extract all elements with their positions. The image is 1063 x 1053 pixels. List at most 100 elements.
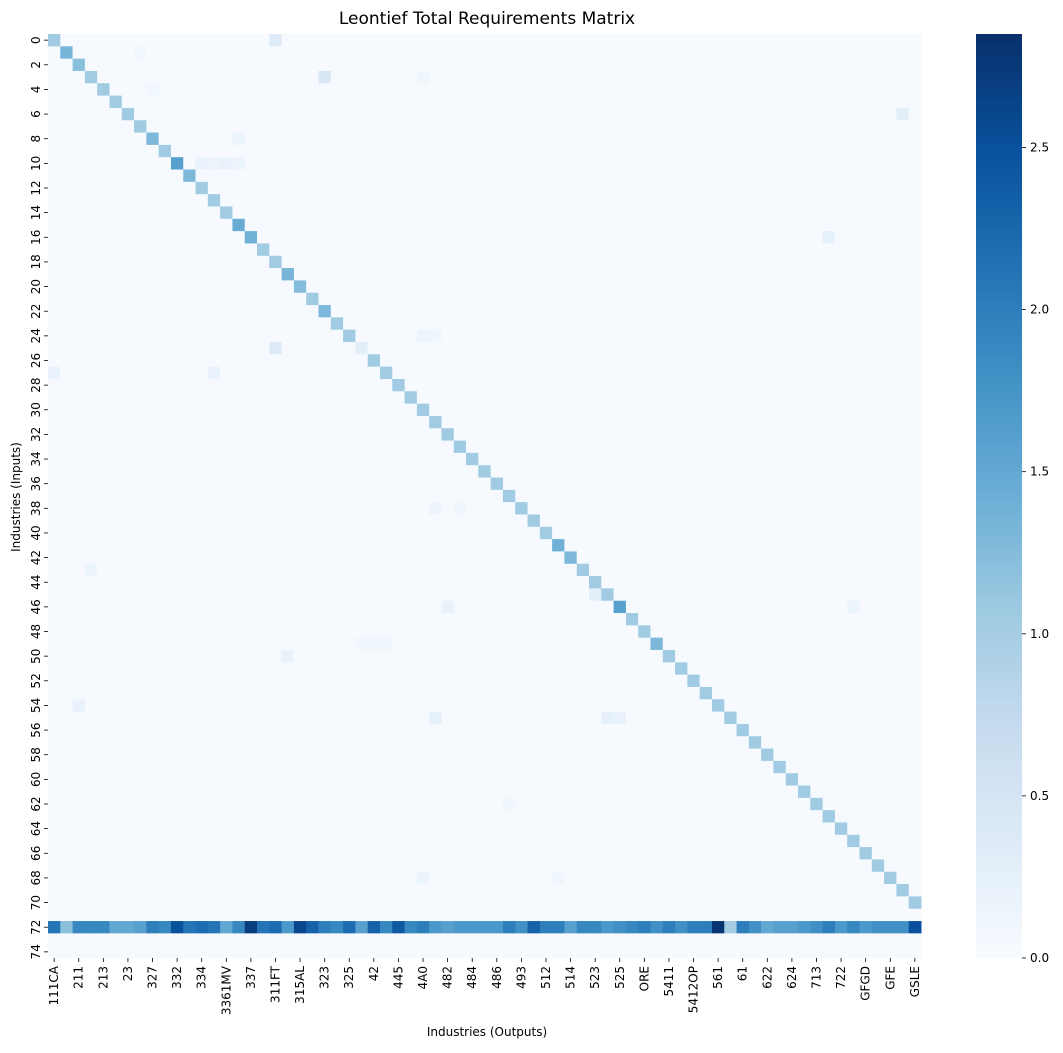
heatmap-cell: [281, 83, 295, 97]
heatmap-cell: [220, 120, 233, 134]
heatmap-cell: [859, 637, 873, 651]
heatmap-cell: [576, 625, 590, 639]
heatmap-cell: [355, 354, 369, 368]
heatmap-cell: [195, 600, 209, 614]
heatmap-cell: [515, 132, 529, 146]
heatmap-cell: [195, 218, 209, 232]
heatmap-cell: [146, 773, 160, 787]
heatmap-cell: [625, 354, 639, 368]
heatmap-cell: [367, 243, 381, 257]
heatmap-cell: [748, 736, 762, 750]
heatmap-cell: [60, 773, 74, 787]
heatmap-cell: [662, 403, 676, 417]
heatmap-cell: [392, 157, 406, 171]
heatmap-cell: [60, 810, 74, 823]
heatmap-cell: [822, 502, 836, 515]
heatmap-cell: [281, 674, 295, 688]
heatmap-cell: [527, 600, 541, 614]
heatmap-cell: [502, 502, 516, 515]
heatmap-cell: [527, 280, 541, 294]
heatmap-cell: [416, 576, 430, 589]
heatmap-cell: [576, 181, 590, 195]
heatmap-cell: [330, 268, 344, 281]
heatmap-cell: [306, 539, 320, 552]
heatmap-cell: [257, 354, 270, 368]
heatmap-cell: [207, 452, 221, 466]
heatmap-cell: [293, 477, 307, 491]
heatmap-cell: [170, 748, 184, 762]
heatmap-cell: [539, 674, 553, 688]
heatmap-cell: [429, 428, 442, 442]
heatmap-cell: [281, 194, 295, 207]
heatmap-cell: [490, 871, 504, 885]
heatmap-cell: [552, 563, 565, 577]
heatmap-cell: [293, 576, 307, 589]
heatmap-cell: [269, 243, 283, 257]
heatmap-cell: [60, 144, 74, 158]
heatmap-cell: [416, 428, 430, 442]
heatmap-cell: [72, 120, 86, 134]
heatmap-cell: [72, 785, 86, 799]
heatmap-cell: [72, 305, 86, 318]
heatmap-cell: [613, 760, 627, 774]
heatmap-cell: [527, 120, 541, 134]
heatmap-cell: [232, 637, 246, 651]
heatmap-cell: [48, 58, 61, 72]
heatmap-cell: [60, 305, 74, 318]
heatmap-cell: [675, 563, 688, 577]
heatmap-cell: [859, 748, 873, 762]
heatmap-cell: [613, 46, 627, 60]
heatmap-cell: [466, 428, 479, 442]
heatmap-cell: [220, 859, 233, 873]
heatmap-cell: [564, 502, 578, 515]
heatmap-cell: [502, 884, 516, 897]
heatmap-cell: [441, 514, 455, 528]
heatmap-cell: [908, 243, 922, 257]
heatmap-cell: [453, 280, 467, 294]
heatmap-cell: [687, 736, 701, 750]
heatmap-cell: [724, 699, 738, 713]
heatmap-cell: [527, 255, 541, 269]
heatmap-cell: [220, 194, 233, 207]
heatmap-cell: [416, 378, 430, 392]
heatmap-cell: [60, 576, 74, 589]
heatmap-cell: [908, 600, 922, 614]
heatmap-cell: [576, 415, 590, 429]
heatmap-cell: [896, 305, 910, 318]
heatmap-cell: [60, 132, 74, 146]
heatmap-cell: [650, 317, 664, 331]
heatmap-cell: [515, 477, 529, 491]
heatmap-cell: [576, 107, 590, 121]
heatmap-cell: [84, 526, 98, 540]
heatmap-cell: [478, 70, 492, 84]
heatmap-cell: [48, 181, 61, 195]
heatmap-cell: [748, 305, 762, 318]
heatmap-cell: [847, 157, 861, 171]
heatmap-cell: [675, 255, 688, 269]
heatmap-cell: [650, 699, 664, 713]
heatmap-cell: [589, 748, 602, 762]
heatmap-cell: [798, 46, 811, 60]
heatmap-cell: [576, 194, 590, 207]
heatmap-cell: [207, 539, 221, 552]
heatmap-cell: [613, 699, 627, 713]
heatmap-cell: [589, 613, 602, 626]
heatmap-cell: [785, 834, 799, 848]
heatmap-cell: [810, 366, 824, 380]
heatmap-cell: [109, 218, 123, 232]
heatmap-cell: [183, 600, 197, 614]
heatmap-cell: [195, 181, 209, 195]
heatmap-cell: [392, 465, 406, 479]
heatmap-cell: [281, 588, 295, 602]
heatmap-cell: [453, 58, 467, 72]
heatmap-cell: [453, 625, 467, 639]
heatmap-cell: [822, 588, 836, 602]
heatmap-cell: [220, 760, 233, 774]
heatmap-cell: [859, 366, 873, 380]
heatmap-cell: [343, 391, 356, 405]
heatmap-cell: [453, 834, 467, 848]
heatmap-cell: [687, 637, 701, 651]
heatmap-cell: [650, 120, 664, 134]
heatmap-cell: [687, 218, 701, 232]
heatmap-cell: [306, 686, 320, 700]
